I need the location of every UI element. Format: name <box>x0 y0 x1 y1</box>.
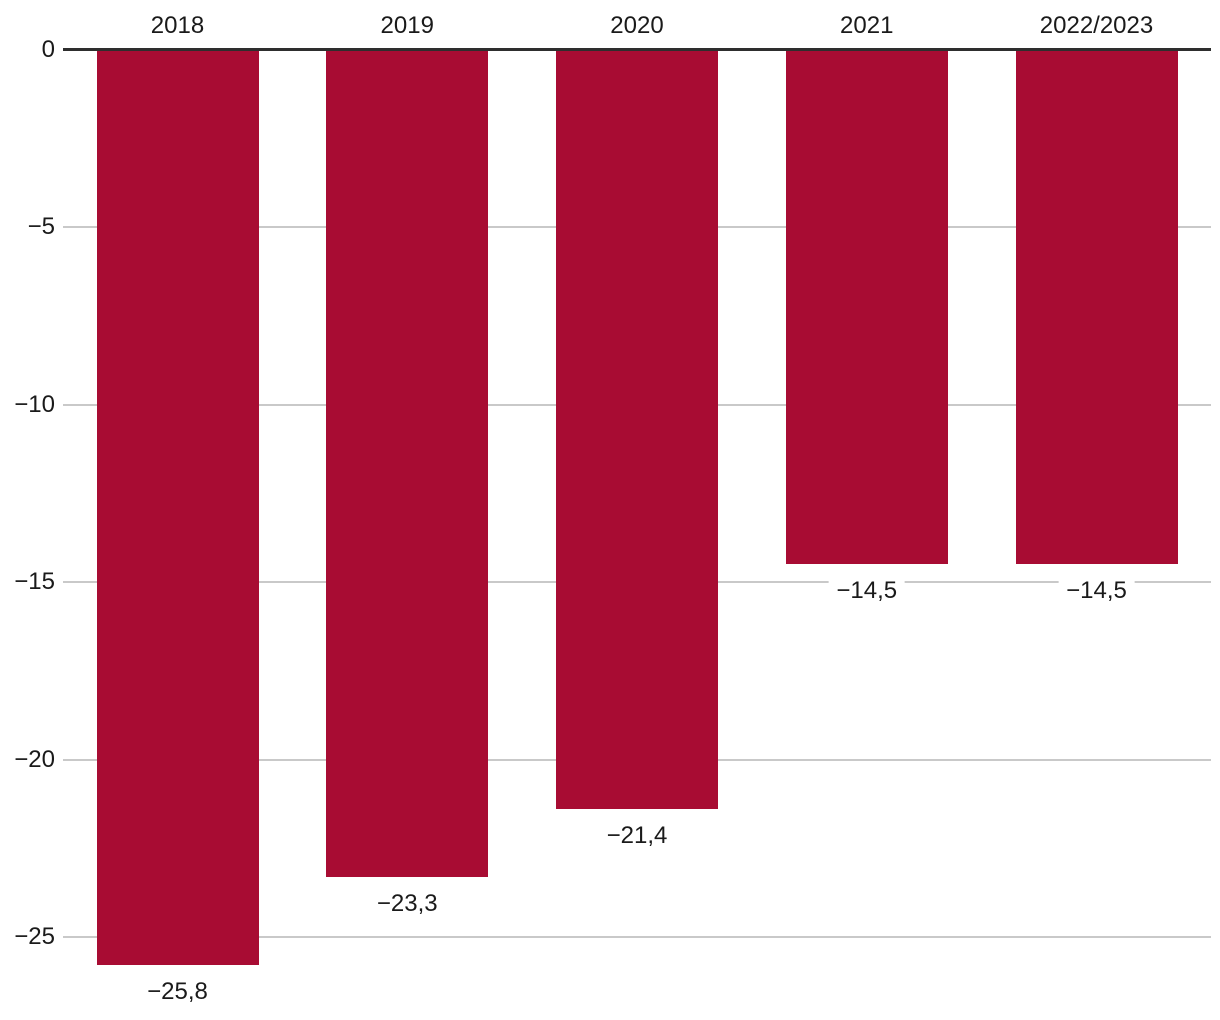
bar-2018 <box>96 50 259 965</box>
y-axis-tick-label: −15 <box>14 568 55 596</box>
value-label: −25,8 <box>139 978 216 1006</box>
category-label: 2020 <box>610 12 664 39</box>
bar-2020 <box>556 50 718 809</box>
bar-2022/2023 <box>1015 50 1178 564</box>
category-label: 2022/2023 <box>1039 12 1154 39</box>
value-label: −14,5 <box>828 577 906 605</box>
y-axis-tick-label: −20 <box>14 745 55 773</box>
value-label: −23,3 <box>368 890 446 918</box>
y-axis-tick-label: −10 <box>14 390 55 418</box>
category-label: 2019 <box>380 12 434 39</box>
category-label: 2021 <box>840 12 894 39</box>
value-label: −21,4 <box>598 822 676 850</box>
y-axis-tick-label: −5 <box>27 213 55 241</box>
zero-baseline <box>63 48 1211 51</box>
value-label: −14,5 <box>1058 577 1135 605</box>
gridline <box>63 936 1211 938</box>
bar-2021 <box>785 50 948 564</box>
y-axis-tick-label: −25 <box>14 923 55 950</box>
y-axis-tick-label: 0 <box>41 36 55 63</box>
bar-2019 <box>326 50 489 877</box>
category-label: 2018 <box>150 12 205 39</box>
